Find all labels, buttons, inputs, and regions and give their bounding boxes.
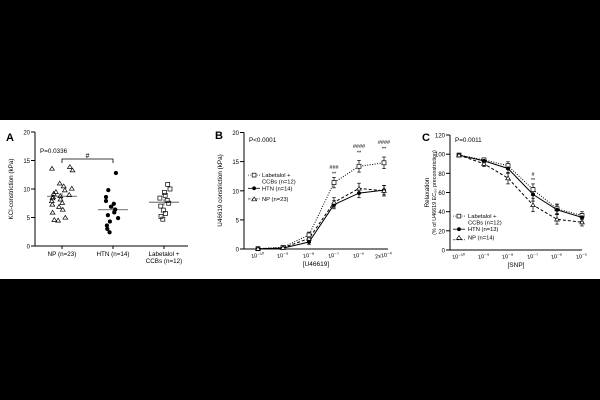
- svg-text:Labetalol +: Labetalol +: [149, 251, 180, 258]
- svg-text:HTN (n=14): HTN (n=14): [96, 251, 129, 258]
- svg-text:0: 0: [27, 245, 31, 251]
- svg-text:CCBs (n=12): CCBs (n=12): [262, 180, 296, 186]
- svg-text:10⁻⁸: 10⁻⁸: [302, 251, 315, 260]
- svg-text:10⁻⁵: 10⁻⁵: [575, 252, 588, 261]
- svg-text:10⁻⁶: 10⁻⁶: [352, 251, 365, 260]
- svg-text:###: ###: [329, 165, 339, 171]
- svg-text:40: 40: [438, 210, 445, 216]
- svg-text:P<0.0001: P<0.0001: [249, 137, 277, 144]
- svg-text:80: 80: [438, 172, 445, 178]
- svg-text:20: 20: [23, 131, 30, 137]
- svg-text:B: B: [215, 130, 223, 142]
- svg-text:10⁻¹⁰: 10⁻¹⁰: [452, 252, 467, 261]
- svg-text:10: 10: [232, 189, 239, 195]
- svg-text:**: **: [531, 178, 536, 184]
- svg-text:2x10⁻⁶: 2x10⁻⁶: [375, 251, 393, 261]
- svg-text:P=0.0336: P=0.0336: [40, 148, 68, 155]
- svg-text:10⁻¹⁰: 10⁻¹⁰: [251, 251, 266, 260]
- svg-text:10: 10: [23, 188, 30, 194]
- svg-text:KCl-constriction (kPa): KCl-constriction (kPa): [8, 159, 15, 220]
- svg-text:10⁻⁹: 10⁻⁹: [276, 251, 289, 260]
- svg-text:HTN (n=13): HTN (n=13): [468, 227, 499, 233]
- svg-text:[SNP]: [SNP]: [508, 262, 525, 269]
- svg-text:**: **: [332, 172, 337, 178]
- svg-text:HTN (n=14): HTN (n=14): [262, 187, 293, 193]
- svg-text:#: #: [86, 153, 90, 160]
- svg-text:CCBs (n=12): CCBs (n=12): [146, 258, 183, 265]
- svg-text:U46619 constriction (kPa): U46619 constriction (kPa): [217, 154, 224, 226]
- svg-text:C: C: [422, 132, 430, 144]
- svg-text:NP (n=23): NP (n=23): [48, 251, 77, 258]
- svg-text:[U46619]: [U46619]: [303, 261, 330, 268]
- svg-text:10⁻⁶: 10⁻⁶: [550, 252, 563, 261]
- svg-text:5: 5: [236, 218, 240, 224]
- svg-text:P=0.0011: P=0.0011: [455, 137, 482, 144]
- svg-text:60: 60: [438, 191, 445, 197]
- svg-text:15: 15: [23, 159, 30, 165]
- svg-text:(% of U46619 EC₅₀ preconstrict: (% of U46619 EC₅₀ preconstriction): [432, 150, 438, 235]
- svg-text:10⁻⁷: 10⁻⁷: [527, 252, 539, 261]
- svg-text:20: 20: [438, 229, 445, 235]
- svg-text:NP (n=23): NP (n=23): [262, 197, 289, 203]
- svg-text:**: **: [357, 151, 362, 157]
- svg-text:Labetalol +: Labetalol +: [468, 214, 497, 220]
- svg-text:10⁻⁷: 10⁻⁷: [328, 251, 340, 260]
- svg-text:15: 15: [232, 160, 239, 166]
- svg-text:NP (n=14): NP (n=14): [468, 235, 495, 241]
- svg-text:10⁻⁸: 10⁻⁸: [501, 252, 514, 261]
- svg-text:20: 20: [232, 131, 239, 137]
- svg-text:0: 0: [442, 249, 446, 255]
- svg-text:A: A: [6, 132, 14, 144]
- svg-text:5: 5: [27, 216, 31, 222]
- svg-text:10⁻⁹: 10⁻⁹: [477, 252, 490, 261]
- svg-text:**: **: [382, 147, 387, 153]
- svg-text:120: 120: [435, 134, 446, 140]
- svg-text:0: 0: [236, 248, 240, 254]
- svg-text:####: ####: [378, 140, 391, 146]
- svg-text:CCBs (n=12): CCBs (n=12): [468, 221, 502, 227]
- svg-text:Relaxation: Relaxation: [424, 177, 431, 207]
- svg-text:Labetalol +: Labetalol +: [262, 173, 291, 179]
- svg-text:####: ####: [353, 144, 366, 150]
